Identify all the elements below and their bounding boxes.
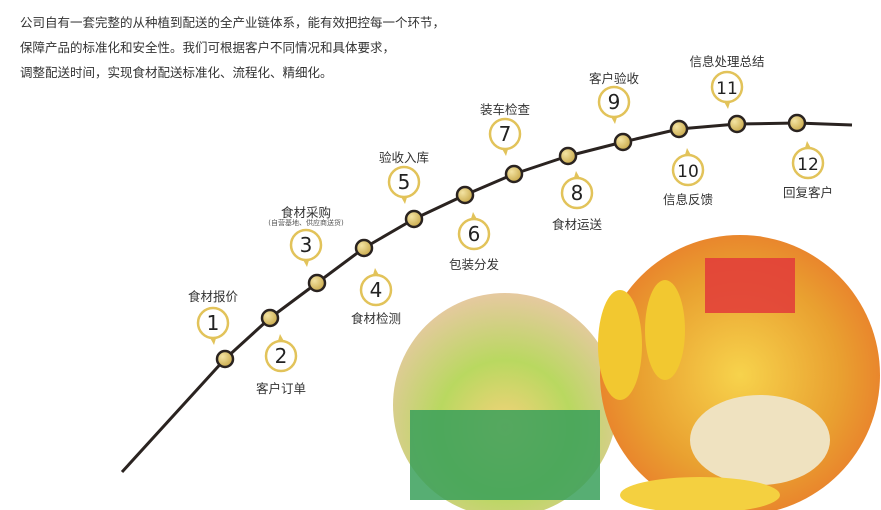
intro-text: 公司自有一套完整的从种植到配送的全产业链体系，能有效把控每一个环节， 保障产品的… bbox=[20, 10, 445, 85]
corn bbox=[598, 290, 642, 400]
step-number: 8 bbox=[571, 181, 584, 205]
step-node bbox=[669, 119, 689, 139]
step-node bbox=[404, 209, 424, 229]
step-node bbox=[504, 164, 524, 184]
step-bubble bbox=[264, 339, 298, 373]
step-label: 食材报价 bbox=[187, 289, 239, 304]
step-number: 5 bbox=[398, 170, 411, 194]
step-label: 食材检测 bbox=[350, 311, 402, 326]
step-number: 4 bbox=[370, 278, 383, 302]
step-label: 包装分发 bbox=[448, 257, 500, 272]
intro-line: 保障产品的标准化和安全性。我们可根据客户不同情况和具体要求， bbox=[20, 40, 396, 55]
step-node bbox=[307, 273, 327, 293]
corn bbox=[645, 280, 685, 380]
step-bubble bbox=[671, 153, 705, 187]
step-bubble bbox=[289, 228, 323, 262]
chain-line bbox=[120, 121, 853, 474]
step-number: 11 bbox=[716, 79, 738, 99]
step-node bbox=[215, 349, 235, 369]
green-crate bbox=[410, 410, 600, 500]
step-bubble bbox=[560, 176, 594, 210]
step-number: 3 bbox=[300, 233, 313, 257]
step-label: 信息处理总结 bbox=[689, 54, 765, 69]
step-label: 食材采购 bbox=[280, 205, 332, 220]
step-number: 6 bbox=[468, 222, 481, 246]
step-node bbox=[787, 113, 807, 133]
step-label: 客户订单 bbox=[255, 381, 307, 396]
step-number: 10 bbox=[677, 162, 699, 182]
step-bubble bbox=[710, 70, 744, 104]
step-node bbox=[354, 238, 374, 258]
step-bubble bbox=[359, 273, 393, 307]
step-number: 12 bbox=[797, 155, 819, 175]
step-note: (自营基地、供应商送货) bbox=[268, 219, 344, 227]
step-bubble bbox=[488, 117, 522, 151]
step-node bbox=[260, 308, 280, 328]
step-node bbox=[455, 185, 475, 205]
step-bubble bbox=[457, 217, 491, 251]
step-node bbox=[613, 132, 633, 152]
step-number: 2 bbox=[275, 344, 288, 368]
step-number: 9 bbox=[608, 90, 621, 114]
step-label: 食材运送 bbox=[551, 217, 603, 232]
step-bubble bbox=[387, 165, 421, 199]
step-label: 验收入库 bbox=[378, 150, 430, 165]
intro-line: 公司自有一套完整的从种植到配送的全产业链体系，能有效把控每一个环节， bbox=[20, 15, 446, 30]
step-label: 客户验收 bbox=[588, 71, 640, 86]
step-bubble bbox=[791, 146, 825, 180]
egg-tray bbox=[690, 395, 830, 485]
step-number: 7 bbox=[499, 122, 512, 146]
bananas bbox=[620, 477, 780, 510]
red-package bbox=[705, 258, 795, 313]
intro-line: 调整配送时间，实现食材配送标准化、流程化、精细化。 bbox=[20, 65, 333, 80]
step-node bbox=[727, 114, 747, 134]
step-bubble bbox=[196, 306, 230, 340]
step-bubble bbox=[597, 85, 631, 119]
step-label: 装车检查 bbox=[479, 102, 531, 117]
step-label: 信息反馈 bbox=[662, 192, 714, 207]
step-label: 回复客户 bbox=[782, 185, 834, 200]
step-node bbox=[558, 146, 578, 166]
step-number: 1 bbox=[207, 311, 220, 335]
